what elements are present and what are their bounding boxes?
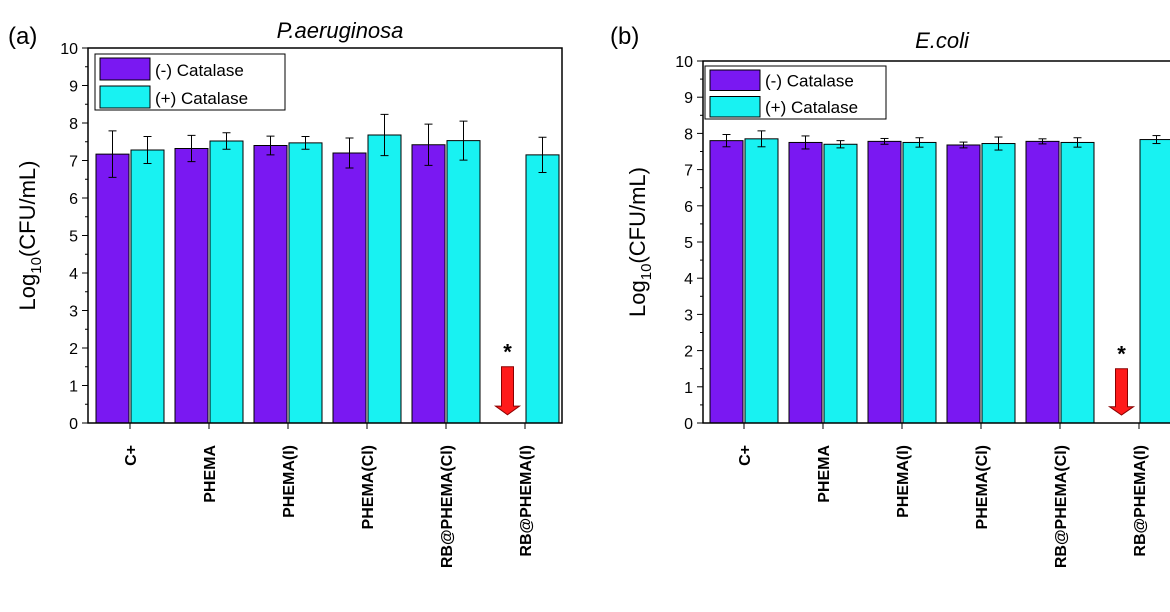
bar-minus-catalase	[253, 145, 288, 424]
bar-minus-catalase	[946, 144, 981, 424]
legend: (-) Catalase (+) Catalase	[704, 65, 887, 120]
x-tick-label: PHEMA	[816, 445, 833, 503]
x-tick-label: PHEMA	[202, 445, 219, 503]
legend-label: (+) Catalase	[765, 98, 858, 117]
x-tick-label: PHEMA(Cl)	[360, 445, 377, 529]
y-tick-label: 6	[684, 199, 693, 216]
y-tick-label: 1	[69, 379, 78, 396]
bar-plus-catalase	[744, 138, 779, 424]
legend: (-) Catalase (+) Catalase	[94, 53, 286, 111]
bar-minus-catalase	[95, 153, 130, 424]
y-tick-label: 0	[69, 416, 78, 433]
x-tick-label: C+	[737, 445, 754, 466]
y-tick-label: 0	[684, 416, 693, 433]
bar-plus-catalase	[209, 140, 244, 424]
x-tick-label: PHEMA(I)	[895, 445, 912, 518]
y-tick-label: 1	[684, 380, 693, 397]
legend-label: (-) Catalase	[765, 72, 854, 91]
y-tick-label: 8	[684, 126, 693, 143]
x-tick-label: RB@PHEMA(Cl)	[439, 445, 456, 568]
legend-swatch-minus	[99, 57, 151, 81]
y-axis-label-unit: (CFU/mL)	[625, 167, 650, 264]
bar-plus-catalase	[1060, 141, 1095, 424]
legend-swatch-plus	[709, 96, 761, 118]
chart-title: E.coli	[915, 28, 970, 53]
legend-label: (-) Catalase	[155, 61, 244, 80]
y-tick-label: 6	[69, 191, 78, 208]
bar-minus-catalase	[411, 144, 446, 424]
x-tick-label: PHEMA(Cl)	[974, 445, 991, 529]
y-tick-label: 9	[69, 79, 78, 96]
y-tick-label: 3	[684, 307, 693, 324]
y-axis-label: Log10(CFU/mL)	[625, 167, 655, 317]
bar-minus-catalase	[867, 140, 902, 424]
bar-plus-catalase	[130, 149, 165, 424]
y-tick-label: 4	[684, 271, 693, 288]
bar-plus-catalase	[1139, 139, 1170, 424]
y-axis-label-unit: (CFU/mL)	[15, 161, 40, 258]
y-tick-label: 8	[69, 116, 78, 133]
bar-minus-catalase	[709, 140, 744, 424]
bar-plus-catalase	[981, 143, 1016, 424]
down-arrow-icon	[493, 366, 522, 416]
bar-minus-catalase	[1025, 140, 1060, 424]
y-tick-label: 7	[69, 154, 78, 171]
legend-swatch-plus	[99, 85, 151, 109]
y-tick-label: 2	[69, 341, 78, 358]
panel-label: (a)	[8, 23, 37, 50]
panel-label: (b)	[610, 23, 639, 50]
y-tick-label: 10	[675, 54, 693, 71]
bar-plus-catalase	[446, 140, 481, 424]
y-axis-label-subscript: 10	[638, 264, 655, 281]
bar-plus-catalase	[823, 143, 858, 424]
bar-plus-catalase	[367, 134, 402, 424]
chart-title: P.aeruginosa	[277, 18, 404, 43]
bar-minus-catalase	[174, 148, 209, 424]
bar-minus-catalase	[332, 152, 367, 424]
y-tick-label: 2	[684, 344, 693, 361]
y-tick-label: 3	[69, 304, 78, 321]
bar-plus-catalase	[288, 142, 323, 424]
down-arrow-icon	[1107, 368, 1136, 416]
y-tick-label: 10	[60, 41, 78, 58]
legend-swatch-minus	[709, 69, 761, 91]
significance-star: *	[1117, 341, 1126, 366]
y-axis-label-main: Log	[15, 274, 40, 311]
bar-plus-catalase	[902, 141, 937, 424]
x-tick-label: C+	[123, 445, 140, 466]
x-tick-label: RB@PHEMA(Cl)	[1053, 445, 1070, 568]
legend-label: (+) Catalase	[155, 89, 248, 108]
y-tick-label: 9	[684, 90, 693, 107]
y-axis-label-subscript: 10	[28, 257, 45, 274]
y-tick-label: 7	[684, 163, 693, 180]
bar-minus-catalase	[788, 141, 823, 424]
y-tick-label: 4	[69, 266, 78, 283]
x-tick-label: RB@PHEMA(I)	[1132, 445, 1149, 557]
y-axis-label: Log10(CFU/mL)	[15, 161, 45, 311]
y-tick-label: 5	[69, 229, 78, 246]
y-tick-label: 5	[684, 235, 693, 252]
bar-plus-catalase	[525, 154, 560, 424]
x-tick-label: RB@PHEMA(I)	[518, 445, 535, 557]
significance-star: *	[503, 339, 512, 364]
x-tick-label: PHEMA(I)	[281, 445, 298, 518]
y-axis-label-main: Log	[625, 280, 650, 317]
